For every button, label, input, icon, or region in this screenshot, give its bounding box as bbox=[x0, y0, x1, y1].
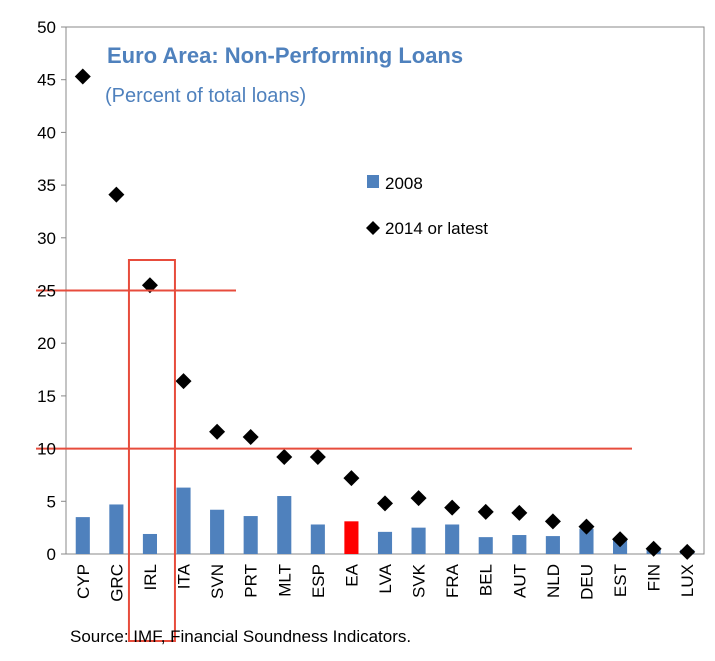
marker-lux bbox=[679, 543, 696, 560]
x-tick-label: DEU bbox=[577, 564, 596, 600]
marker-grc bbox=[108, 186, 125, 203]
marker-prt bbox=[242, 429, 259, 446]
bar-ita bbox=[176, 487, 191, 554]
x-tick-label: LVA bbox=[376, 563, 395, 593]
annotation-layer bbox=[36, 259, 632, 642]
marker-series-2014 bbox=[74, 68, 696, 560]
bar-esp bbox=[310, 524, 325, 554]
legend-marker-2014 bbox=[366, 221, 380, 235]
x-tick-labels: CYP GRC IRL ITA SVN PRT MLT ESP EA LVA SVK FRA BEL AU… bbox=[74, 563, 697, 601]
y-tick-label: 15 bbox=[37, 387, 56, 406]
chart-legend: 2008 2014 or latest bbox=[366, 174, 488, 238]
marker-lva bbox=[377, 495, 393, 512]
bar-prt bbox=[243, 516, 258, 554]
marker-fra bbox=[444, 499, 461, 516]
x-tick-label: FRA bbox=[443, 563, 462, 598]
bar-series-2008 bbox=[75, 487, 695, 554]
y-tick-label: 25 bbox=[37, 282, 56, 301]
x-tick-label: LUX bbox=[678, 564, 697, 597]
x-tick-label: PRT bbox=[242, 564, 261, 598]
y-tick-label: 40 bbox=[37, 123, 56, 142]
bar-cyp bbox=[75, 517, 90, 554]
bar-grc bbox=[109, 504, 124, 554]
marker-aut bbox=[511, 504, 528, 521]
y-tick-label: 35 bbox=[37, 176, 56, 195]
chart-title: Euro Area: Non-Performing Loans bbox=[107, 43, 463, 68]
bar-bel bbox=[478, 537, 493, 554]
y-tick-label: 20 bbox=[37, 334, 56, 353]
marker-nld bbox=[544, 513, 561, 530]
x-tick-label: ESP bbox=[309, 564, 328, 598]
x-tick-label: MLT bbox=[275, 564, 294, 597]
x-tick-label: EST bbox=[611, 564, 630, 597]
marker-svn bbox=[209, 423, 226, 440]
bar-aut bbox=[512, 535, 527, 554]
y-tick-label: 5 bbox=[47, 492, 56, 511]
x-tick-label: IRL bbox=[141, 564, 160, 590]
marker-ita bbox=[175, 373, 192, 390]
y-tick-labels: 0 5 10 15 20 25 30 35 40 45 50 bbox=[37, 18, 56, 564]
legend-label-2014: 2014 or latest bbox=[385, 219, 488, 238]
marker-ea bbox=[343, 470, 360, 487]
x-tick-label: GRC bbox=[107, 564, 126, 602]
bar-fra bbox=[445, 524, 460, 554]
marker-est bbox=[612, 531, 629, 548]
bar-irl bbox=[142, 533, 157, 554]
bar-nld bbox=[545, 536, 560, 554]
y-tick-label: 0 bbox=[47, 545, 56, 564]
y-tick-label: 10 bbox=[37, 440, 56, 459]
y-tick-label: 30 bbox=[37, 229, 56, 248]
marker-fin bbox=[645, 540, 662, 557]
x-tick-label: SVK bbox=[410, 563, 429, 598]
marker-deu bbox=[578, 518, 595, 535]
x-tick-label: EA bbox=[342, 563, 361, 586]
bar-deu bbox=[579, 528, 594, 554]
highlight-box-irl bbox=[127, 259, 176, 642]
y-tick-label: 45 bbox=[37, 71, 56, 90]
x-tick-label: AUT bbox=[510, 564, 529, 598]
marker-svk bbox=[410, 490, 427, 507]
bar-ea bbox=[344, 521, 359, 554]
marker-irl bbox=[141, 277, 158, 294]
marker-mlt bbox=[276, 449, 293, 466]
bar-svk bbox=[411, 527, 426, 554]
bar-lva bbox=[377, 531, 393, 554]
legend-swatch-2008 bbox=[367, 175, 379, 188]
x-tick-label: BEL bbox=[477, 564, 496, 596]
source-note: Source: IMF, Financial Soundness Indicat… bbox=[70, 627, 412, 646]
legend-label-2008: 2008 bbox=[385, 174, 423, 193]
bar-mlt bbox=[277, 496, 292, 554]
y-tick-label: 50 bbox=[37, 18, 56, 37]
bar-svn bbox=[210, 509, 225, 554]
x-tick-label: SVN bbox=[208, 564, 227, 599]
chart-subtitle: (Percent of total loans) bbox=[105, 85, 306, 107]
marker-cyp bbox=[74, 68, 91, 85]
marker-bel bbox=[477, 503, 494, 520]
x-tick-label: ITA bbox=[175, 563, 194, 589]
x-tick-label: NLD bbox=[544, 564, 563, 598]
marker-esp bbox=[309, 449, 326, 466]
x-tick-label: FIN bbox=[645, 564, 664, 591]
x-tick-label: CYP bbox=[74, 564, 93, 599]
